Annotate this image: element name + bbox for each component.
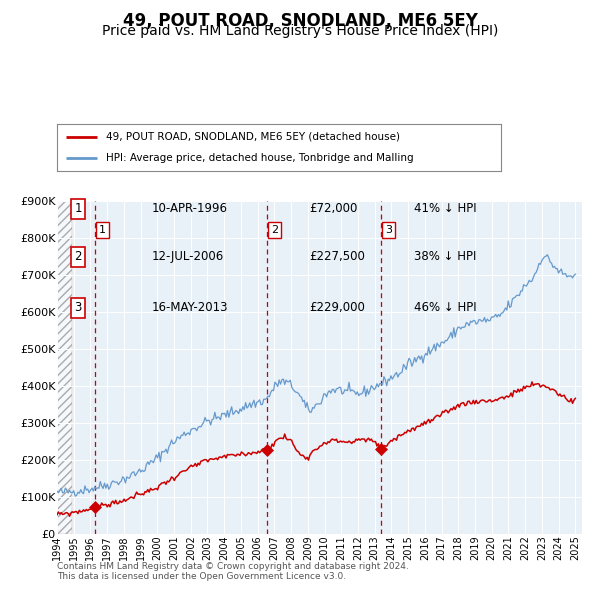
Text: £227,500: £227,500: [309, 250, 365, 263]
Text: Contains HM Land Registry data © Crown copyright and database right 2024.
This d: Contains HM Land Registry data © Crown c…: [57, 562, 409, 581]
Text: £229,000: £229,000: [309, 301, 365, 314]
Text: 12-JUL-2006: 12-JUL-2006: [151, 250, 224, 263]
Text: 38% ↓ HPI: 38% ↓ HPI: [414, 250, 476, 263]
Text: 1: 1: [74, 202, 82, 215]
Text: 2: 2: [271, 225, 278, 235]
Text: 16-MAY-2013: 16-MAY-2013: [151, 301, 228, 314]
Text: 46% ↓ HPI: 46% ↓ HPI: [414, 301, 476, 314]
Text: 49, POUT ROAD, SNODLAND, ME6 5EY: 49, POUT ROAD, SNODLAND, ME6 5EY: [122, 12, 478, 30]
Text: Price paid vs. HM Land Registry's House Price Index (HPI): Price paid vs. HM Land Registry's House …: [102, 24, 498, 38]
Text: 3: 3: [74, 301, 82, 314]
Text: 49, POUT ROAD, SNODLAND, ME6 5EY (detached house): 49, POUT ROAD, SNODLAND, ME6 5EY (detach…: [106, 132, 400, 142]
Text: 10-APR-1996: 10-APR-1996: [151, 202, 227, 215]
Text: 1: 1: [99, 225, 106, 235]
Text: £72,000: £72,000: [309, 202, 358, 215]
Text: 3: 3: [385, 225, 392, 235]
Text: HPI: Average price, detached house, Tonbridge and Malling: HPI: Average price, detached house, Tonb…: [106, 153, 413, 163]
Text: 2: 2: [74, 250, 82, 263]
Text: 41% ↓ HPI: 41% ↓ HPI: [414, 202, 476, 215]
